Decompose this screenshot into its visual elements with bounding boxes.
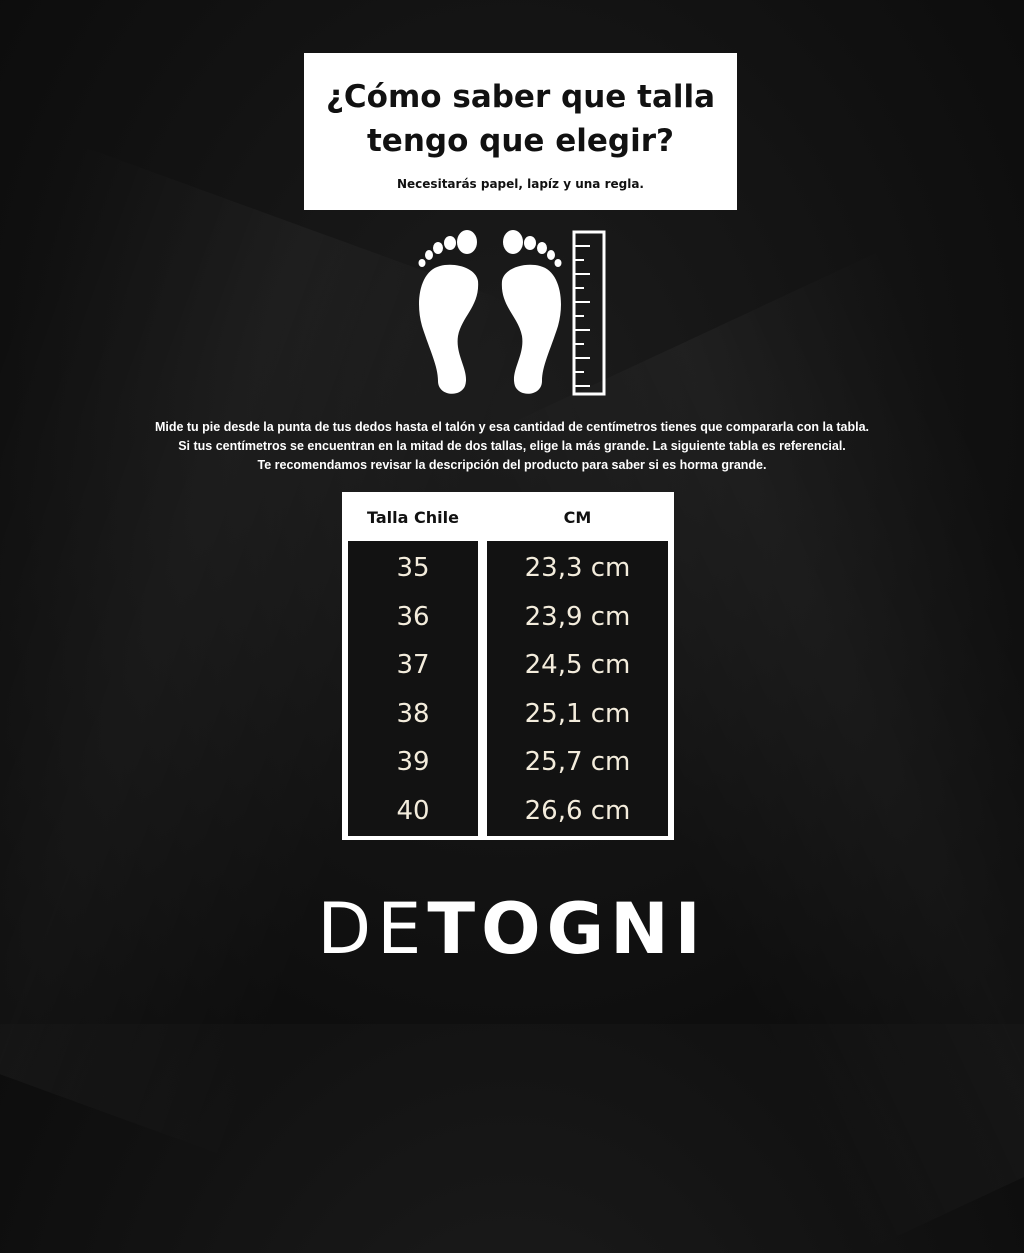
size-column: 35 36 37 38 39 40 bbox=[348, 541, 478, 836]
brand-logo: DETOGNI bbox=[317, 888, 707, 970]
cm-column: 23,3 cm 23,9 cm 24,5 cm 25,1 cm 25,7 cm … bbox=[487, 541, 668, 836]
instructions: Mide tu pie desde la punta de tus dedos … bbox=[154, 420, 870, 472]
title-panel: ¿Cómo saber que talla tengo que elegir? … bbox=[304, 53, 737, 210]
cm-cell: 25,1 cm bbox=[524, 698, 631, 729]
cm-cell: 25,7 cm bbox=[524, 747, 631, 777]
header-cm: CM bbox=[563, 508, 592, 527]
size-table: Talla Chile CM 35 36 37 38 39 40 23,3 cm… bbox=[342, 492, 674, 840]
header-talla-chile: Talla Chile bbox=[367, 508, 459, 527]
size-cell: 40 bbox=[396, 795, 430, 826]
cm-cell: 23,3 cm bbox=[524, 553, 631, 583]
size-cell: 39 bbox=[396, 747, 430, 777]
size-cell: 36 bbox=[396, 601, 430, 632]
cm-cell: 24,5 cm bbox=[524, 650, 631, 680]
size-cell: 37 bbox=[396, 650, 430, 680]
subtitle: Necesitarás papel, lapíz y una regla. bbox=[397, 177, 644, 191]
ruler-icon bbox=[572, 230, 606, 396]
page-title: ¿Cómo saber que talla tengo que elegir? bbox=[325, 79, 716, 159]
left-footprint-icon bbox=[418, 230, 479, 394]
cm-cell: 26,6 cm bbox=[524, 795, 631, 826]
size-cell: 35 bbox=[396, 553, 430, 583]
cm-cell: 23,9 cm bbox=[524, 601, 631, 632]
right-footprint-icon bbox=[501, 230, 562, 394]
size-cell: 38 bbox=[396, 698, 430, 729]
feet-ruler-illustration bbox=[418, 230, 606, 396]
